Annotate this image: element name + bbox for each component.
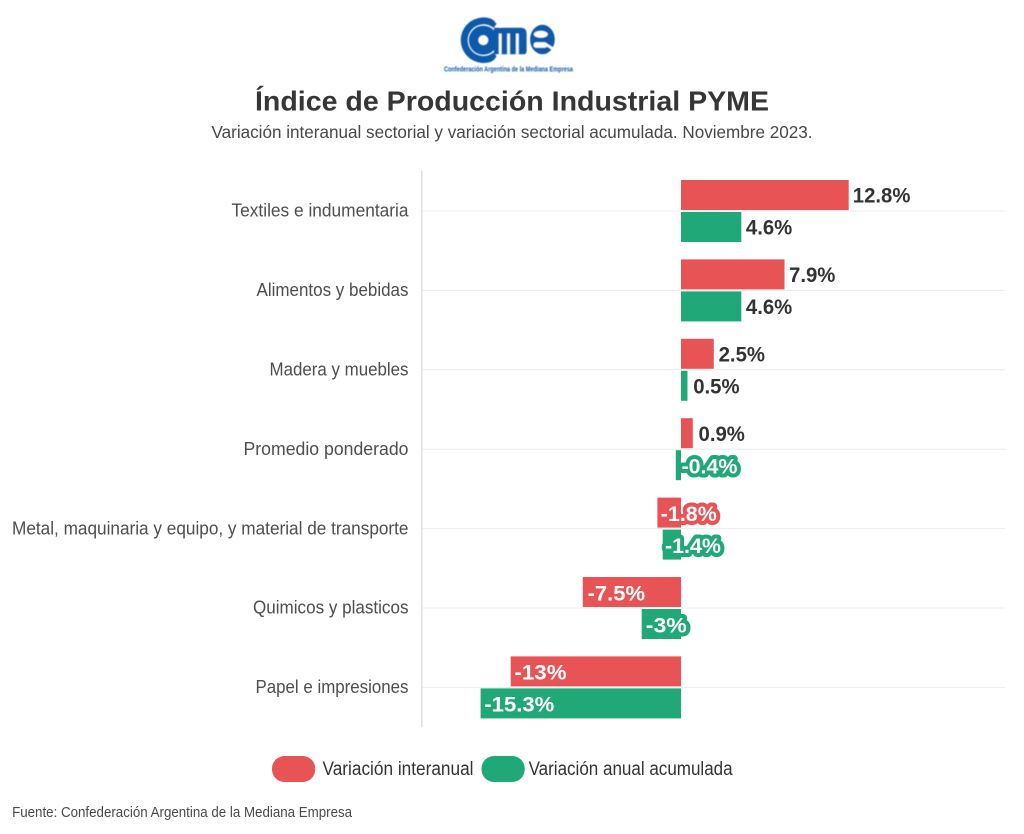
- svg-text:Papel e impresiones: Papel e impresiones: [256, 677, 409, 697]
- svg-text:7.9%: 7.9%: [789, 263, 835, 287]
- svg-text:Promedio ponderado: Promedio ponderado: [244, 439, 409, 459]
- svg-text:-1.4%: -1.4%: [665, 534, 721, 558]
- svg-text:0.9%: 0.9%: [699, 422, 745, 446]
- svg-text:Metal, maquinaria y equipo, y: Metal, maquinaria y equipo, y material d…: [12, 518, 409, 538]
- svg-text:-1.8%: -1.8%: [661, 502, 717, 526]
- svg-text:Variación interanual sectorial: Variación interanual sectorial y variaci…: [212, 122, 813, 142]
- svg-text:-15.3%: -15.3%: [484, 693, 554, 717]
- svg-text:-13%: -13%: [515, 661, 567, 685]
- svg-text:0.5%: 0.5%: [693, 374, 739, 398]
- svg-text:4.6%: 4.6%: [746, 295, 792, 319]
- svg-text:Variación anual acumulada: Variación anual acumulada: [529, 758, 733, 780]
- svg-text:Confederación Argentina de la: Confederación Argentina de la Mediana Em…: [444, 67, 573, 74]
- svg-text:Madera y muebles: Madera y muebles: [270, 360, 409, 380]
- svg-text:-7.5%: -7.5%: [588, 581, 646, 605]
- svg-text:2.5%: 2.5%: [719, 342, 765, 366]
- svg-text:Alimentos y bebidas: Alimentos y bebidas: [257, 280, 409, 300]
- svg-text:4.6%: 4.6%: [746, 216, 792, 240]
- svg-text:Variación interanual: Variación interanual: [323, 758, 474, 780]
- svg-text:-3%: -3%: [646, 613, 687, 637]
- svg-text:12.8%: 12.8%: [853, 184, 911, 208]
- svg-text:Índice de Producción Industria: Índice de Producción Industrial PYME: [255, 86, 769, 117]
- svg-text:Fuente: Confederación Argentin: Fuente: Confederación Argentina de la Me…: [12, 805, 353, 821]
- svg-text:-0.4%: -0.4%: [682, 455, 738, 479]
- svg-text:Textiles e indumentaria: Textiles e indumentaria: [232, 201, 410, 221]
- svg-text:Quimicos y plasticos: Quimicos y plasticos: [253, 598, 409, 618]
